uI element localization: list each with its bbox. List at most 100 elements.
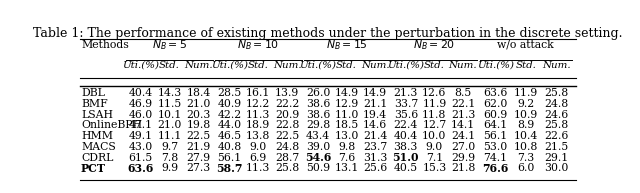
Text: Std.: Std. — [515, 61, 536, 70]
Text: 6.9: 6.9 — [250, 153, 267, 163]
Text: 21.9: 21.9 — [186, 142, 211, 152]
Text: 74.1: 74.1 — [483, 153, 507, 163]
Text: 51.0: 51.0 — [392, 152, 419, 163]
Text: 16.1: 16.1 — [246, 88, 271, 98]
Text: 22.2: 22.2 — [275, 99, 300, 109]
Text: 13.8: 13.8 — [246, 131, 271, 141]
Text: Std.: Std. — [248, 61, 269, 70]
Text: 64.1: 64.1 — [483, 120, 507, 130]
Text: 24.8: 24.8 — [275, 142, 300, 152]
Text: 28.7: 28.7 — [275, 153, 300, 163]
Text: 8.5: 8.5 — [454, 88, 472, 98]
Text: Uti.(%): Uti.(%) — [211, 61, 248, 70]
Text: 22.8: 22.8 — [275, 120, 300, 130]
Text: 21.3: 21.3 — [451, 110, 475, 119]
Text: 10.8: 10.8 — [513, 142, 538, 152]
Text: $N_B = 5$: $N_B = 5$ — [152, 38, 187, 52]
Text: LSAH: LSAH — [81, 110, 113, 119]
Text: 20.3: 20.3 — [186, 110, 211, 119]
Text: 50.9: 50.9 — [306, 163, 330, 174]
Text: $N_B = 10$: $N_B = 10$ — [237, 38, 280, 52]
Text: 14.3: 14.3 — [157, 88, 182, 98]
Text: 21.8: 21.8 — [451, 163, 475, 174]
Text: 7.8: 7.8 — [161, 153, 178, 163]
Text: 6.0: 6.0 — [517, 163, 534, 174]
Text: 63.6: 63.6 — [483, 88, 508, 98]
Text: 27.9: 27.9 — [186, 153, 211, 163]
Text: 21.4: 21.4 — [363, 131, 387, 141]
Text: 21.3: 21.3 — [394, 88, 418, 98]
Text: 18.5: 18.5 — [335, 120, 359, 130]
Text: Num.: Num. — [542, 61, 570, 70]
Text: 11.5: 11.5 — [157, 99, 182, 109]
Text: 76.6: 76.6 — [482, 163, 508, 174]
Text: $N_B = 15$: $N_B = 15$ — [326, 38, 367, 52]
Text: 40.8: 40.8 — [217, 142, 241, 152]
Text: 33.7: 33.7 — [394, 99, 418, 109]
Text: 26.0: 26.0 — [306, 88, 330, 98]
Text: 25.8: 25.8 — [544, 88, 568, 98]
Text: 12.6: 12.6 — [422, 88, 447, 98]
Text: 11.9: 11.9 — [513, 88, 538, 98]
Text: 18.4: 18.4 — [186, 88, 211, 98]
Text: 20.9: 20.9 — [275, 110, 300, 119]
Text: 10.1: 10.1 — [157, 110, 182, 119]
Text: Std.: Std. — [159, 61, 180, 70]
Text: 21.5: 21.5 — [544, 142, 568, 152]
Text: 7.6: 7.6 — [338, 153, 355, 163]
Text: 49.1: 49.1 — [129, 131, 153, 141]
Text: 14.1: 14.1 — [451, 120, 475, 130]
Text: 15.3: 15.3 — [422, 163, 447, 174]
Text: Uti.(%): Uti.(%) — [300, 61, 337, 70]
Text: HMM: HMM — [81, 131, 113, 141]
Text: 23.7: 23.7 — [363, 142, 387, 152]
Text: Num.: Num. — [273, 61, 301, 70]
Text: 10.0: 10.0 — [422, 131, 447, 141]
Text: 46.9: 46.9 — [129, 99, 153, 109]
Text: Num.: Num. — [361, 61, 390, 70]
Text: 58.7: 58.7 — [216, 163, 243, 174]
Text: 27.3: 27.3 — [186, 163, 211, 174]
Text: 46.5: 46.5 — [218, 131, 241, 141]
Text: 43.0: 43.0 — [129, 142, 153, 152]
Text: Num.: Num. — [449, 61, 477, 70]
Text: 42.2: 42.2 — [217, 110, 241, 119]
Text: 53.0: 53.0 — [483, 142, 507, 152]
Text: 62.0: 62.0 — [483, 99, 508, 109]
Text: Std.: Std. — [424, 61, 445, 70]
Text: 19.8: 19.8 — [186, 120, 211, 130]
Text: 14.9: 14.9 — [335, 88, 358, 98]
Text: Num.: Num. — [184, 61, 212, 70]
Text: 11.3: 11.3 — [246, 163, 271, 174]
Text: 21.0: 21.0 — [157, 120, 182, 130]
Text: 9.8: 9.8 — [338, 142, 355, 152]
Text: 12.9: 12.9 — [335, 99, 359, 109]
Text: 22.5: 22.5 — [186, 131, 211, 141]
Text: 22.4: 22.4 — [394, 120, 418, 130]
Text: 12.2: 12.2 — [246, 99, 271, 109]
Text: Uti.(%): Uti.(%) — [122, 61, 159, 70]
Text: 46.0: 46.0 — [129, 110, 153, 119]
Text: 10.4: 10.4 — [513, 131, 538, 141]
Text: 29.9: 29.9 — [451, 153, 475, 163]
Text: 38.3: 38.3 — [394, 142, 418, 152]
Text: 25.8: 25.8 — [275, 163, 300, 174]
Text: 27.0: 27.0 — [451, 142, 475, 152]
Text: 24.6: 24.6 — [544, 110, 568, 119]
Text: 7.3: 7.3 — [517, 153, 534, 163]
Text: 39.0: 39.0 — [306, 142, 330, 152]
Text: 13.9: 13.9 — [275, 88, 300, 98]
Text: 19.4: 19.4 — [363, 110, 387, 119]
Text: MACS: MACS — [81, 142, 116, 152]
Text: 22.6: 22.6 — [544, 131, 568, 141]
Text: Methods: Methods — [81, 40, 129, 50]
Text: 25.6: 25.6 — [363, 163, 387, 174]
Text: CDRL: CDRL — [81, 153, 113, 163]
Text: 13.0: 13.0 — [335, 131, 359, 141]
Text: 9.2: 9.2 — [517, 99, 534, 109]
Text: DBL: DBL — [81, 88, 105, 98]
Text: 29.1: 29.1 — [544, 153, 568, 163]
Text: $N_B = 20$: $N_B = 20$ — [413, 38, 456, 52]
Text: 10.9: 10.9 — [513, 110, 538, 119]
Text: 54.6: 54.6 — [305, 152, 331, 163]
